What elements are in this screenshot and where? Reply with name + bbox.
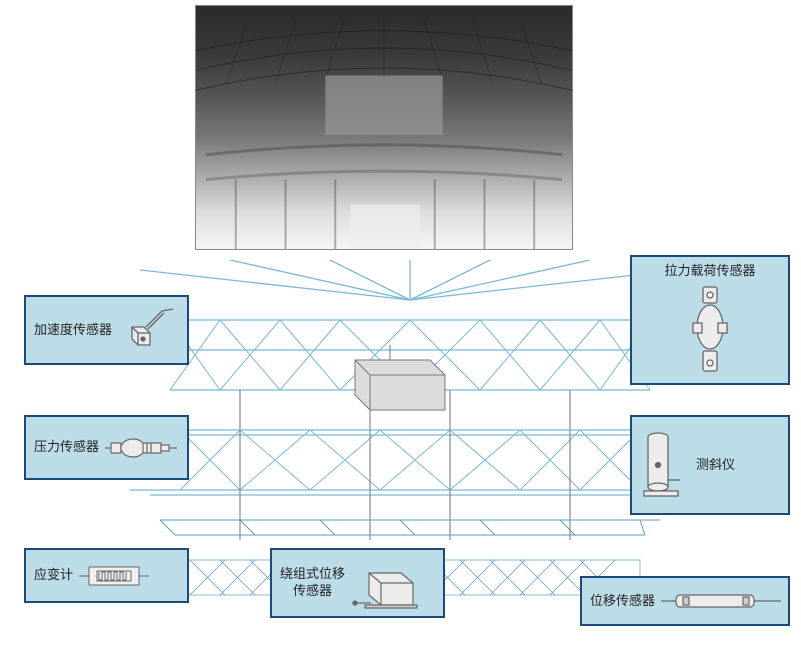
- strain-gauge-icon: [79, 561, 149, 591]
- sensor-pressure: 压力传感器: [24, 415, 189, 480]
- sensor-label: 应变计: [34, 567, 73, 584]
- sensor-label: 绕组式位移 传感器: [280, 566, 345, 600]
- stadium-photo: [195, 5, 573, 250]
- sensor-strain-gauge: 应变计: [24, 548, 189, 603]
- inclinometer-icon: [640, 425, 684, 505]
- sensor-winding-displacement: 绕组式位移 传感器: [270, 548, 445, 618]
- sensor-label: 拉力载荷传感器: [664, 263, 755, 280]
- accelerometer-icon: [118, 305, 173, 355]
- load-cell-icon: [685, 285, 735, 377]
- sensor-inclinometer: 测斜仪: [630, 415, 790, 515]
- sensor-label: 测斜仪: [696, 457, 735, 474]
- sensor-accelerometer: 加速度传感器: [24, 295, 189, 365]
- sensor-displacement: 位移传感器: [580, 576, 790, 626]
- winding-box-icon: [351, 555, 421, 611]
- pressure-sensor-icon: [105, 431, 177, 465]
- sensor-label: 加速度传感器: [34, 322, 112, 339]
- lvdt-icon: [661, 589, 781, 613]
- sensor-label: 位移传感器: [590, 593, 655, 610]
- sensor-label: 压力传感器: [34, 439, 99, 456]
- sensor-tension-load: 拉力载荷传感器: [630, 255, 790, 385]
